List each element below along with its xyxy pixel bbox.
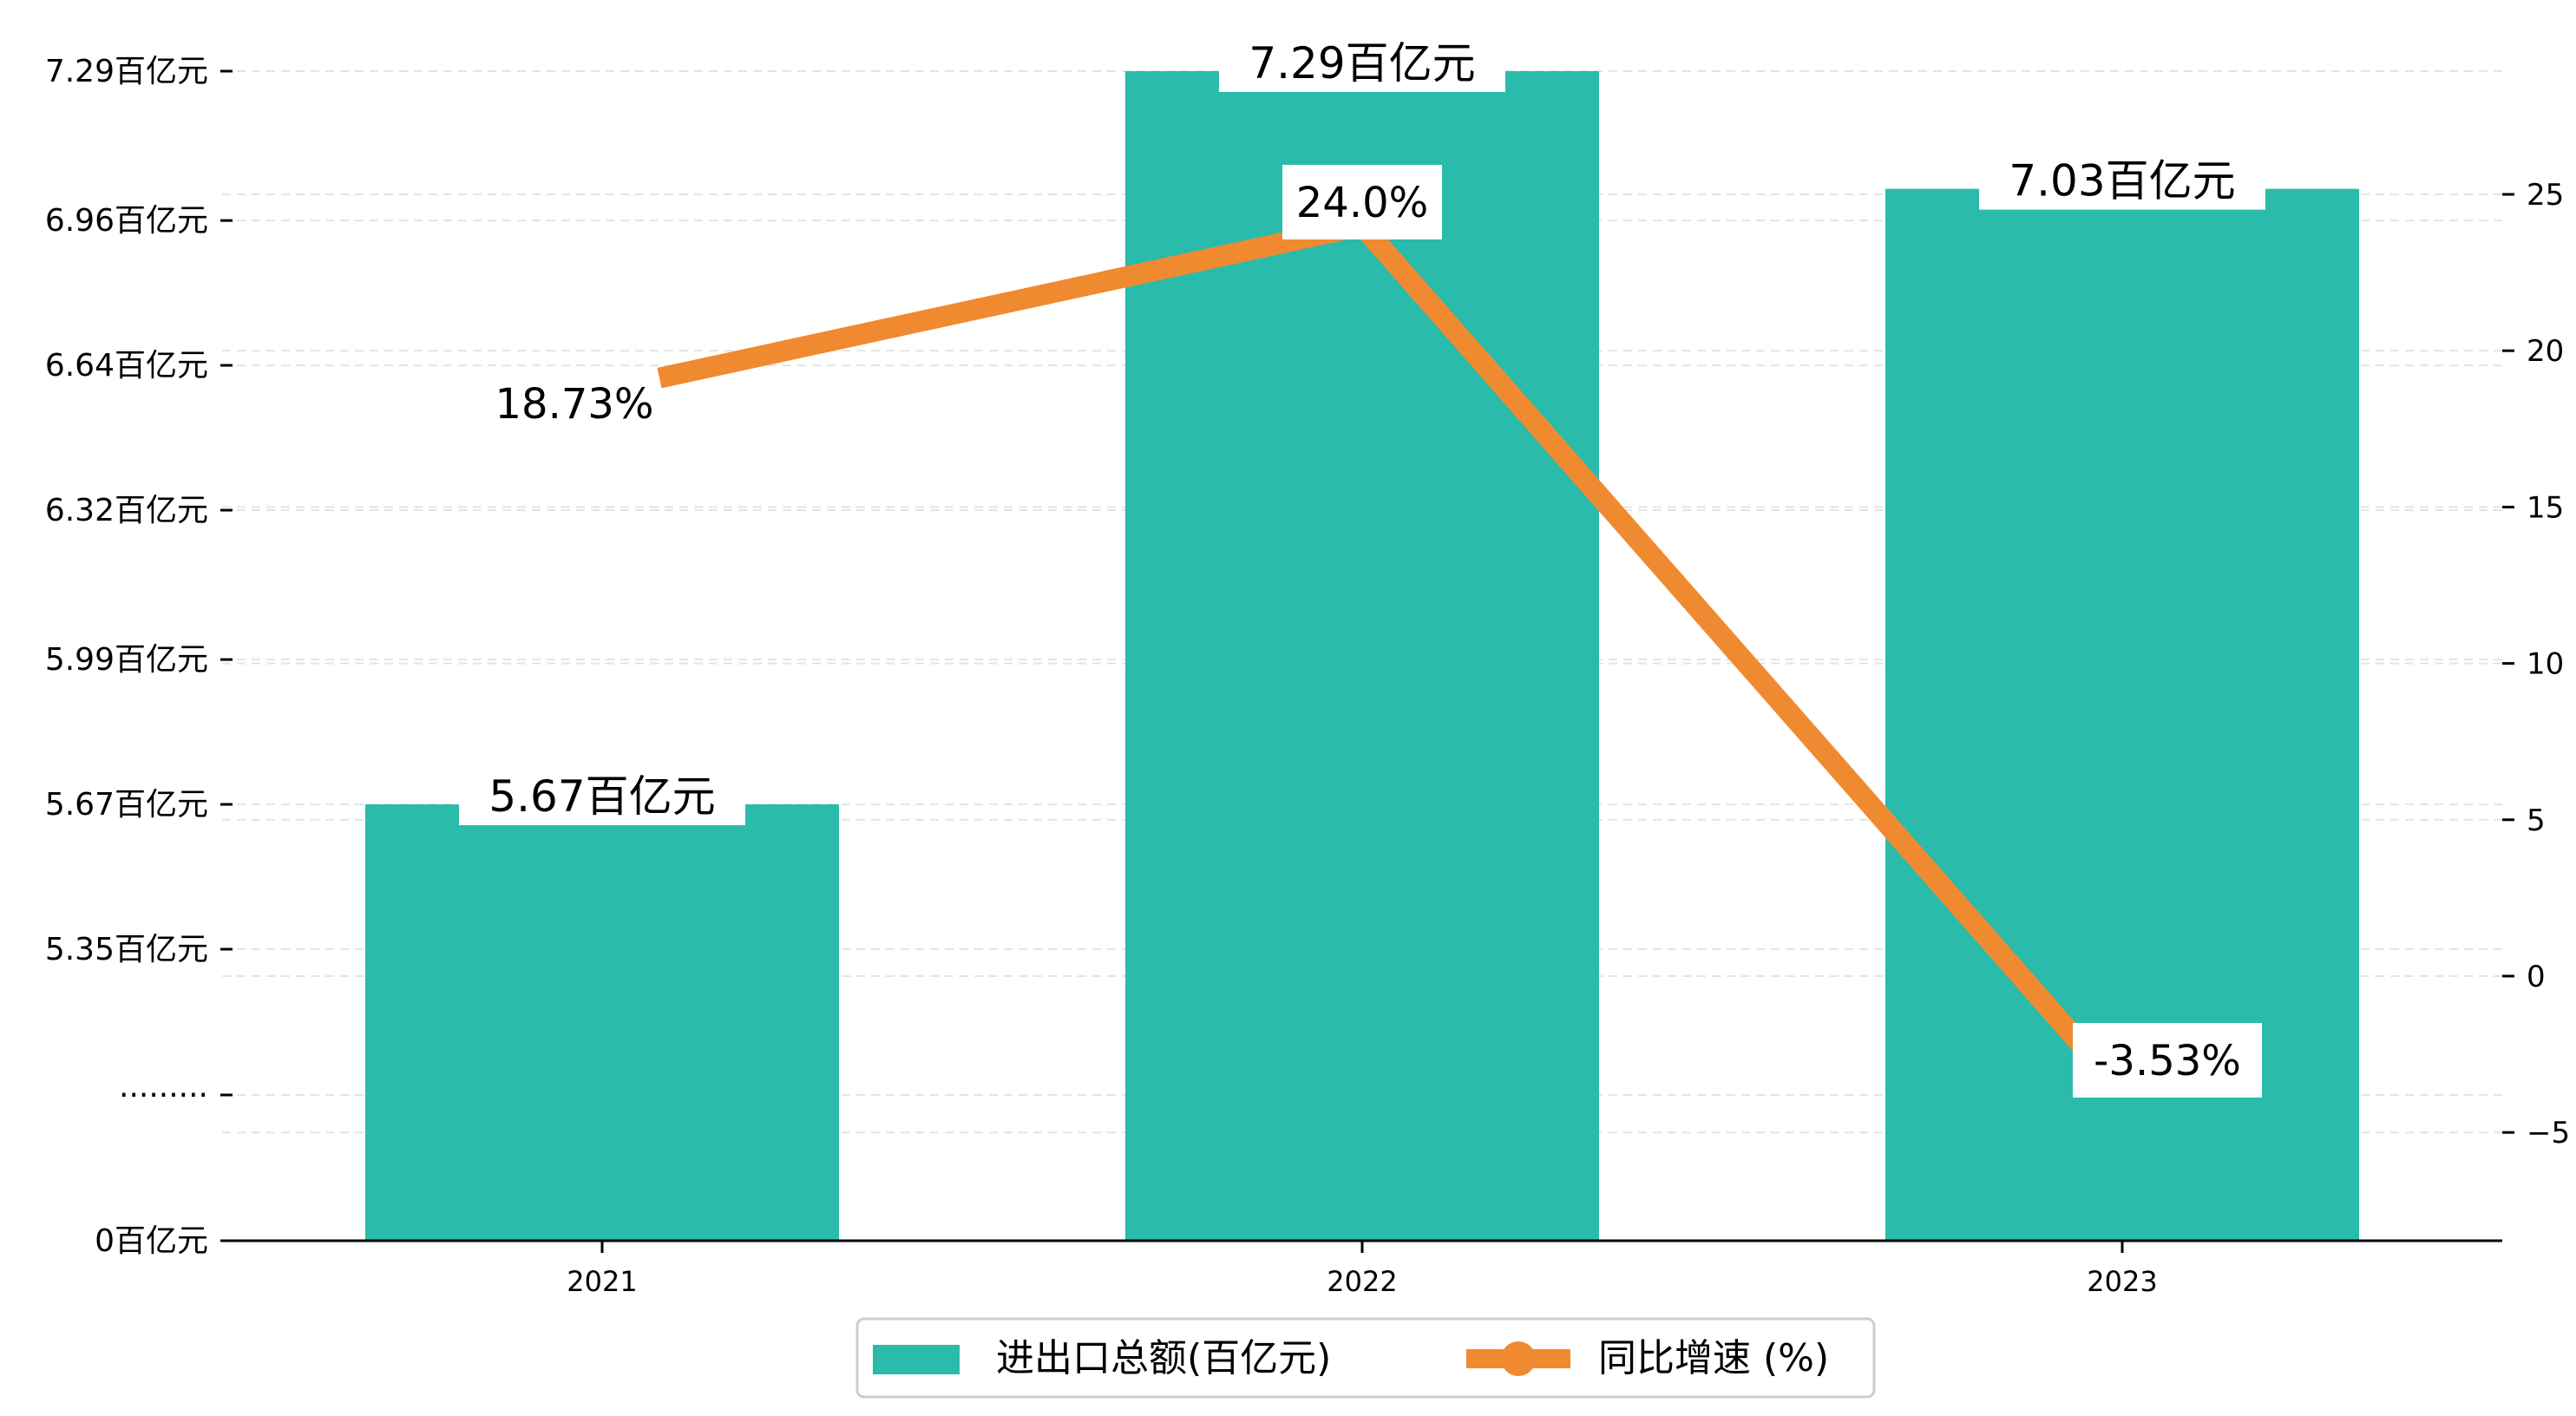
right-tick-label: 5 — [2527, 803, 2546, 838]
right-tick-label: 0 — [2527, 960, 2546, 994]
x-tick-label: 2021 — [567, 1265, 637, 1298]
line-value-label: -3.53% — [2094, 1037, 2241, 1085]
right-tick-label: 20 — [2527, 334, 2564, 369]
bar-label-box — [1979, 154, 2265, 210]
bar-value-label: 5.67百亿元 — [488, 771, 715, 822]
x-tick-label: 2022 — [1327, 1265, 1397, 1298]
left-tick-label: 7.29百亿元 — [45, 54, 208, 89]
bar-series — [365, 71, 2359, 1241]
legend-bar-label: 进出口总额(百亿元) — [996, 1336, 1331, 1380]
left-tick-label: 6.64百亿元 — [45, 348, 208, 384]
bar-label-box — [1219, 36, 1505, 92]
x-tick-label: 2023 — [2087, 1265, 2157, 1298]
right-tick-label: −5 — [2527, 1116, 2570, 1150]
axes: 0百亿元 ········· 5.35百亿元 5.67百亿元 5.99百亿元 6.32百亿… — [45, 54, 2570, 1298]
bar-label-box — [459, 770, 745, 826]
legend-line-label: 同比增速 (%) — [1598, 1336, 1829, 1380]
bar-value-label: 7.03百亿元 — [2009, 156, 2235, 206]
line-label-box — [1282, 165, 1442, 239]
right-tick-label: 10 — [2527, 647, 2564, 682]
left-tick-label: 5.35百亿元 — [45, 932, 208, 967]
right-tick-label: 25 — [2527, 178, 2564, 213]
left-tick-label: 6.32百亿元 — [45, 493, 208, 528]
legend-bar-swatch — [873, 1345, 960, 1374]
data-labels: 5.67百亿元 7.29百亿元 7.03百亿元 18.73% 24.0% -3.53% — [459, 36, 2265, 1098]
legend-box — [855, 1317, 1876, 1399]
bar-2022 — [1125, 71, 1599, 1241]
left-tick-label: 5.99百亿元 — [45, 642, 208, 678]
bar-2021 — [365, 804, 839, 1241]
line-label-box — [2073, 1023, 2262, 1098]
line-value-label: 24.0% — [1296, 179, 1428, 227]
legend: 进出口总额(百亿元) 同比增速 (%) — [855, 1317, 1876, 1399]
left-tick-label: 6.96百亿元 — [45, 203, 208, 239]
left-tick-label: ········· — [119, 1078, 208, 1113]
legend-line-marker — [1501, 1341, 1536, 1376]
right-tick-label: 15 — [2527, 490, 2564, 525]
left-tick-label: 0百亿元 — [95, 1223, 208, 1259]
bar-value-label: 7.29百亿元 — [1249, 38, 1475, 88]
line-value-label: 18.73% — [495, 380, 653, 429]
left-tick-label: 5.67百亿元 — [45, 787, 208, 823]
